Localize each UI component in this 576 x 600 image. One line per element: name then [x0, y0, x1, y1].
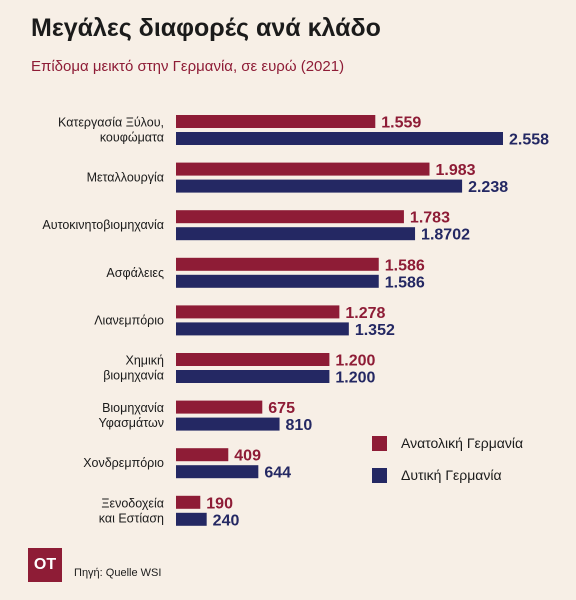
- value-label-east: 1.278: [345, 305, 385, 322]
- bar-west: [176, 370, 330, 383]
- chart-subtitle: Επίδομα μεικτό στην Γερμανία, σε ευρώ (2…: [31, 58, 345, 75]
- value-label-east: 675: [268, 400, 295, 417]
- bar-west: [176, 322, 349, 336]
- bar-east: [176, 305, 340, 319]
- category-label: Ξενοδοχεία: [101, 496, 164, 510]
- legend: Ανατολική Γερμανία Δυτική Γερμανία: [372, 434, 523, 498]
- bar-east: [176, 210, 404, 224]
- category-label: και Εστίαση: [99, 511, 164, 525]
- bar-west: [176, 227, 416, 241]
- brand-logo: OT: [28, 548, 62, 582]
- value-label-west: 644: [264, 465, 291, 482]
- value-label-west: 1.586: [385, 274, 425, 291]
- bar-west: [176, 465, 259, 479]
- value-label-east: 409: [234, 448, 261, 465]
- legend-label-west: Δυτική Γερμανία: [401, 467, 502, 483]
- bar-east: [176, 400, 263, 414]
- category-label: Βιομηχανία: [102, 401, 164, 415]
- chart-title: Μεγάλες διαφορές ανά κλάδο: [31, 14, 381, 42]
- value-label-west: 2.238: [468, 179, 508, 196]
- bar-east: [176, 257, 379, 271]
- category-label: Ασφάλειες: [106, 266, 164, 280]
- value-label-west: 1.200: [335, 370, 375, 387]
- category-label: βιομηχανία: [103, 369, 164, 383]
- legend-item-east: Ανατολική Γερμανία: [372, 434, 523, 452]
- value-label-west: 810: [286, 417, 313, 434]
- value-label-east: 1.586: [385, 257, 425, 274]
- bar-west: [176, 132, 503, 145]
- bar-east: [176, 115, 376, 128]
- value-label-west: 1.8702: [421, 227, 470, 244]
- bar-west: [176, 274, 379, 288]
- category-label: Αυτοκινητοβιομηχανία: [42, 218, 164, 232]
- category-label: Λιανεμπόριο: [94, 313, 164, 327]
- category-label: Χημική: [126, 354, 165, 368]
- value-label-east: 1.983: [435, 162, 475, 179]
- bar-west: [176, 512, 207, 526]
- bar-east: [176, 353, 330, 366]
- bar-east: [176, 495, 201, 509]
- category-label: κουφώματα: [100, 131, 164, 145]
- category-label: Κατεργασία Ξύλου,: [58, 116, 164, 130]
- source-note: Πηγή: Quelle WSI: [74, 567, 162, 579]
- value-label-east: 1.559: [381, 115, 421, 132]
- bar-west: [176, 179, 463, 193]
- value-label-east: 190: [206, 495, 233, 512]
- legend-swatch-east: [372, 435, 387, 451]
- legend-label-east: Ανατολική Γερμανία: [401, 435, 524, 451]
- value-label-east: 1.783: [410, 210, 450, 227]
- bar-west: [176, 417, 280, 431]
- category-label: Μεταλλουργία: [87, 171, 164, 185]
- value-label-west: 2.558: [509, 132, 549, 149]
- category-label: Χονδρεμπόριο: [83, 456, 164, 470]
- bar-east: [176, 162, 430, 176]
- value-label-east: 1.200: [335, 353, 375, 370]
- value-label-west: 1.352: [355, 322, 395, 339]
- legend-swatch-west: [372, 467, 387, 483]
- bar-east: [176, 448, 229, 462]
- category-label: Υφασμάτων: [99, 416, 164, 430]
- value-label-west: 240: [213, 512, 240, 529]
- legend-item-west: Δυτική Γερμανία: [372, 466, 523, 484]
